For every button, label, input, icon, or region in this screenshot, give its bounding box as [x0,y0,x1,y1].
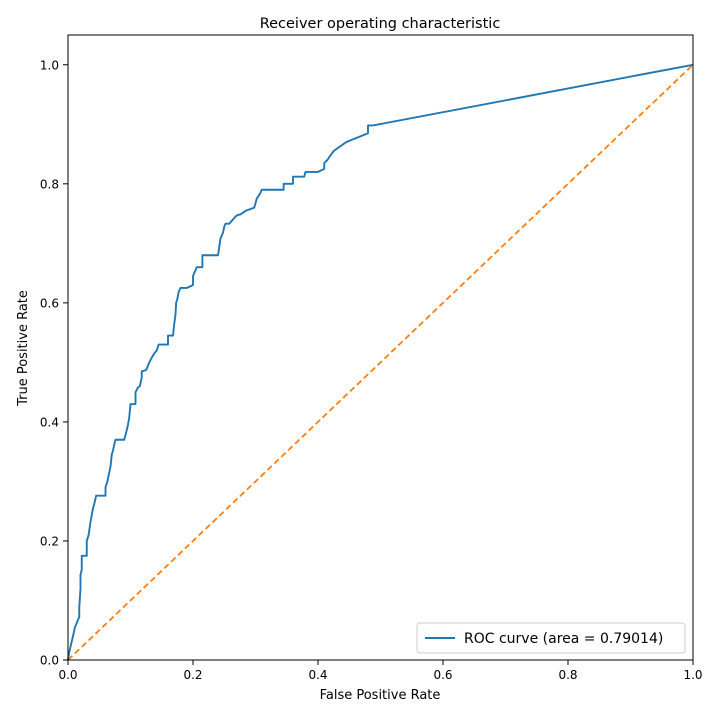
x-tick-label: 0.2 [183,668,202,682]
x-tick-label: 0.6 [433,668,452,682]
chart-title: Receiver operating characteristic [260,16,501,32]
x-tick-label: 0.8 [558,668,577,682]
chance-diagonal-line [67,64,694,661]
plot-area [67,63,694,661]
x-axis-label: False Positive Rate [320,688,441,703]
x-tick-label: 1.0 [683,668,702,682]
legend-box [416,622,686,654]
legend-label-roc: ROC curve (area = 0.79014) [464,631,663,647]
y-tick-label: 0.0 [40,654,59,668]
x-tick-label: 0.0 [58,668,77,682]
y-axis-label: True Positive Rate [16,290,31,407]
x-tick-label: 0.4 [308,668,327,682]
y-tick-label: 0.8 [40,177,59,191]
y-tick-label: 0.2 [40,534,59,548]
axes: 0.0 0.2 0.4 0.6 0.8 1.0 0.0 0.2 0.4 0.6 0.8 1.0 [40,34,703,682]
axes-frame [67,34,694,661]
y-tick-label: 0.4 [40,415,59,429]
roc-curve-line [67,63,694,661]
y-tick-label: 1.0 [40,58,59,72]
legend: ROC curve (area = 0.79014) [416,622,686,654]
y-tick-label: 0.6 [40,296,59,310]
